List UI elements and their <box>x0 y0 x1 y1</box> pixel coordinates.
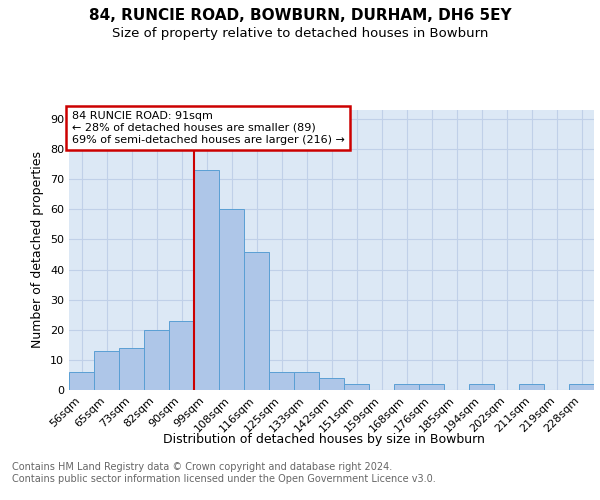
Bar <box>169 321 194 390</box>
Bar <box>244 252 269 390</box>
Bar <box>269 372 294 390</box>
Text: 84 RUNCIE ROAD: 91sqm
← 28% of detached houses are smaller (89)
69% of semi-deta: 84 RUNCIE ROAD: 91sqm ← 28% of detached … <box>71 112 344 144</box>
Bar <box>219 210 244 390</box>
Bar <box>69 372 94 390</box>
Bar <box>569 384 594 390</box>
Bar <box>294 372 319 390</box>
Text: 84, RUNCIE ROAD, BOWBURN, DURHAM, DH6 5EY: 84, RUNCIE ROAD, BOWBURN, DURHAM, DH6 5E… <box>89 8 511 22</box>
Bar <box>344 384 369 390</box>
Bar <box>94 351 119 390</box>
Bar <box>519 384 544 390</box>
Text: Distribution of detached houses by size in Bowburn: Distribution of detached houses by size … <box>163 432 485 446</box>
Bar <box>144 330 169 390</box>
Text: Contains HM Land Registry data © Crown copyright and database right 2024.
Contai: Contains HM Land Registry data © Crown c… <box>12 462 436 484</box>
Bar <box>469 384 494 390</box>
Bar <box>119 348 144 390</box>
Bar <box>394 384 419 390</box>
Text: Size of property relative to detached houses in Bowburn: Size of property relative to detached ho… <box>112 28 488 40</box>
Bar <box>319 378 344 390</box>
Y-axis label: Number of detached properties: Number of detached properties <box>31 152 44 348</box>
Bar <box>419 384 444 390</box>
Bar <box>194 170 219 390</box>
